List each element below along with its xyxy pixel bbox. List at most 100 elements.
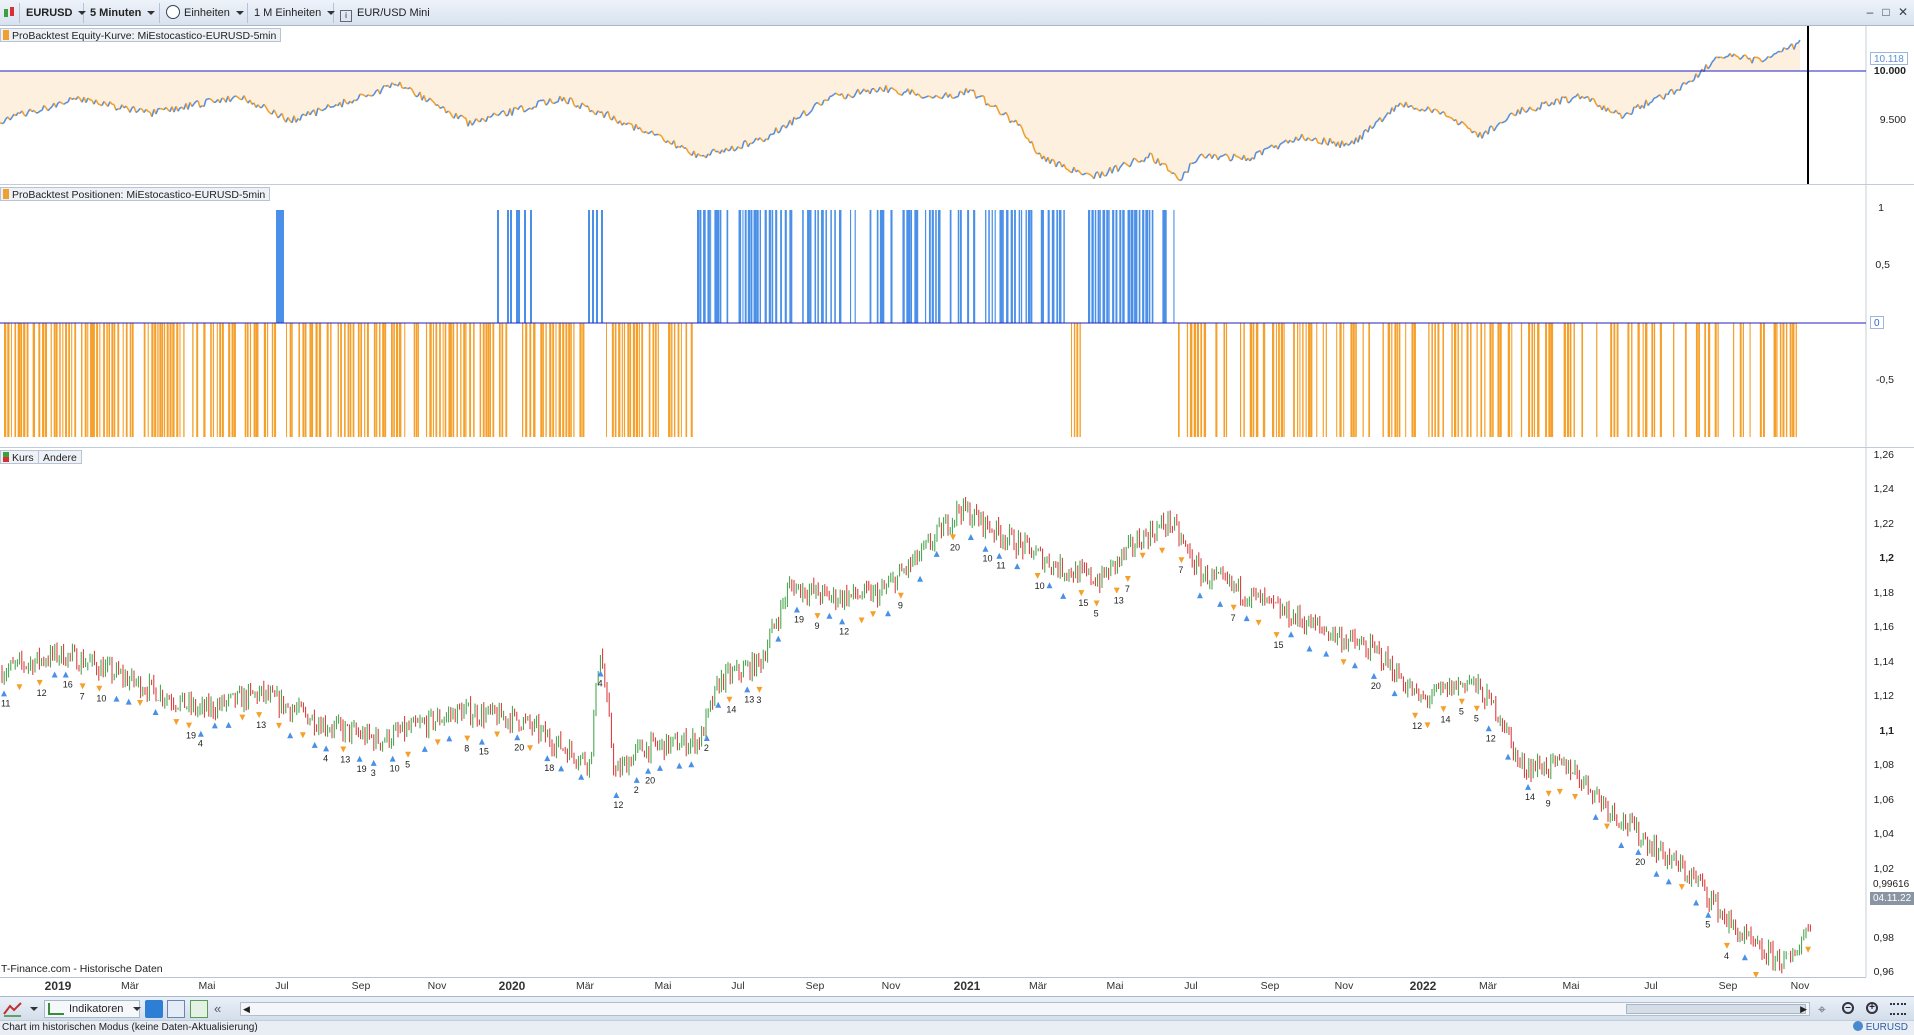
- short-position-bar: [20, 323, 23, 437]
- short-position-bar: [648, 323, 651, 437]
- units-selector[interactable]: Einheiten: [160, 3, 248, 23]
- short-position-bar: [364, 323, 366, 437]
- short-position-bar: [492, 323, 495, 437]
- positions-chart: [0, 185, 1867, 447]
- short-position-bar: [125, 323, 128, 437]
- short-position-bar: [542, 323, 544, 437]
- long-position-bar: [973, 210, 976, 323]
- price-panel[interactable]: 11 12 16 7 10 19 4 13 4 13 19 3 10 5 8 15 20 18 4 12 2 20 2 14 1…: [0, 448, 1914, 977]
- long-position-bar: [1088, 210, 1091, 323]
- short-position-bar: [1297, 323, 1299, 437]
- long-position-bar: [821, 210, 824, 323]
- short-position-bar: [183, 323, 185, 437]
- instrument-info[interactable]: i EUR/USD Mini: [334, 3, 454, 23]
- buy-arrow-icon: [1665, 878, 1672, 885]
- short-position-bar: [26, 323, 29, 437]
- chart-settings-icon[interactable]: [1890, 1000, 1910, 1018]
- price-panel-label[interactable]: Kurs: [0, 450, 39, 464]
- short-position-bar: [315, 323, 318, 437]
- buy-arrow-icon: [982, 545, 989, 552]
- chart-window-icon[interactable]: [167, 1000, 185, 1018]
- scrollbar-thumb[interactable]: [1626, 1004, 1806, 1014]
- restore-icon[interactable]: □: [1882, 5, 1890, 19]
- short-position-bar: [1398, 323, 1401, 437]
- short-position-bar: [1596, 323, 1598, 437]
- long-position-bar: [807, 210, 810, 323]
- share-icon[interactable]: [145, 1000, 163, 1018]
- short-position-bar: [1627, 323, 1630, 437]
- trade-count-label: 9: [814, 621, 819, 631]
- trade-count-label: 7: [1231, 613, 1236, 623]
- drawing-tools-icon[interactable]: [2, 1000, 24, 1018]
- zoom-area-icon[interactable]: ⌖: [1818, 1001, 1826, 1017]
- short-position-bar: [143, 323, 146, 437]
- time-axis-month: Mär: [1478, 980, 1498, 992]
- short-position-bar: [450, 323, 452, 437]
- short-position-bar: [17, 323, 21, 437]
- short-position-bar: [1255, 323, 1259, 437]
- short-position-bar: [289, 323, 292, 437]
- horizontal-scrollbar[interactable]: ◀ ▶: [240, 1002, 1810, 1016]
- short-position-bar: [53, 323, 56, 437]
- long-position-bar: [747, 210, 751, 323]
- short-position-bar: [505, 323, 508, 437]
- indicators-button[interactable]: Indikatoren: [44, 1000, 140, 1018]
- zoom-out-icon[interactable]: –: [1842, 1000, 1860, 1018]
- short-position-bar: [42, 323, 45, 437]
- short-position-bar: [677, 323, 680, 437]
- time-axis[interactable]: 2019 Mär Mai Jul Sep Nov 2020 Mär Mai Jul Sep Nov 20…: [0, 977, 1866, 995]
- positions-panel-label[interactable]: ProBacktest Positionen: MiEstocastico-EU…: [0, 187, 271, 201]
- short-position-bar: [382, 323, 385, 437]
- short-position-bar: [671, 323, 673, 437]
- long-position-bar: [1134, 210, 1137, 323]
- long-position-bar: [1047, 210, 1050, 323]
- zoom-in-icon[interactable]: +: [1866, 1000, 1884, 1018]
- sell-arrow-icon: [137, 700, 144, 707]
- long-position-bar: [876, 210, 879, 323]
- sell-arrow-icon: [1723, 942, 1730, 949]
- trade-count-label: 7: [80, 691, 85, 701]
- short-position-bar: [1563, 323, 1566, 437]
- long-position-bar: [1138, 210, 1141, 323]
- short-position-bar: [1283, 323, 1285, 437]
- chevron-down-icon[interactable]: [28, 1000, 40, 1018]
- equity-panel-label[interactable]: ProBacktest Equity-Kurve: MiEstocastico-…: [0, 28, 282, 42]
- short-position-bar: [545, 323, 547, 437]
- time-axis-year: 2022: [1409, 979, 1437, 993]
- short-position-bar: [552, 323, 555, 437]
- scroll-left-icon[interactable]: ◀: [243, 1004, 250, 1014]
- sell-arrow-icon: [299, 732, 306, 739]
- short-position-bar: [196, 323, 199, 437]
- short-position-bar: [448, 323, 451, 437]
- candlestick-icon[interactable]: [0, 3, 20, 23]
- long-position-bar: [967, 210, 970, 323]
- units-count-selector[interactable]: 1 M Einheiten: [248, 3, 336, 23]
- short-position-bar: [59, 323, 61, 437]
- close-icon[interactable]: ✕: [1897, 5, 1909, 19]
- chevron-down-icon[interactable]: [131, 1000, 143, 1018]
- equity-curve-panel[interactable]: ProBacktest Equity-Kurve: MiEstocastico-…: [0, 26, 1914, 185]
- rewind-icon[interactable]: «: [214, 1001, 222, 1016]
- minimize-icon[interactable]: –: [1866, 5, 1874, 19]
- short-position-bar: [65, 323, 68, 437]
- short-position-bar: [62, 323, 64, 437]
- short-position-bar: [1278, 323, 1280, 437]
- short-position-bar: [562, 323, 565, 437]
- short-position-bar: [657, 323, 659, 437]
- short-position-bar: [1293, 323, 1295, 437]
- symbol-selector[interactable]: EURUSD: [20, 3, 87, 23]
- long-position-bar: [814, 210, 817, 323]
- other-indicators-tab[interactable]: Andere: [38, 450, 82, 464]
- short-position-bar: [38, 323, 41, 437]
- sell-arrow-icon: [1178, 557, 1185, 564]
- buy-arrow-icon: [1391, 690, 1398, 697]
- buy-arrow-icon: [421, 745, 428, 752]
- short-position-bar: [652, 323, 655, 437]
- sell-arrow-icon: [1424, 722, 1431, 729]
- long-position-bar: [838, 210, 842, 323]
- interval-selector[interactable]: 5 Minuten: [84, 3, 160, 23]
- scroll-right-icon[interactable]: ▶: [1800, 1004, 1807, 1014]
- export-icon[interactable]: [190, 1000, 208, 1018]
- sell-arrow-icon: [1556, 788, 1563, 795]
- positions-panel[interactable]: ProBacktest Positionen: MiEstocastico-EU…: [0, 185, 1914, 448]
